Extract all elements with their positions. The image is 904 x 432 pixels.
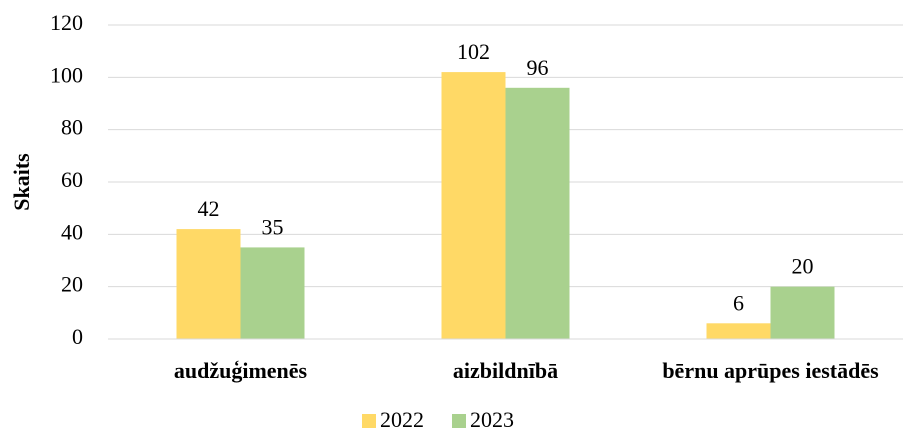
data-label: 6 — [733, 290, 744, 315]
y-tick-label: 20 — [61, 272, 83, 297]
y-tick-label: 40 — [61, 219, 83, 244]
legend-label: 2022 — [380, 407, 424, 432]
data-label: 96 — [527, 55, 549, 80]
bar — [505, 87, 570, 339]
y-tick-label: 120 — [50, 10, 83, 35]
bar — [706, 323, 771, 339]
legend-swatch — [452, 414, 466, 428]
x-tick-label: bērnu aprūpes iestādēs — [662, 358, 879, 383]
x-tick-label: aizbildnībā — [453, 358, 558, 383]
data-label: 20 — [792, 254, 814, 279]
y-tick-label: 0 — [72, 324, 83, 349]
bar — [441, 72, 506, 339]
y-tick-label: 80 — [61, 115, 83, 140]
bar — [770, 286, 835, 339]
y-axis-label: Skaits — [9, 153, 34, 211]
legend-label: 2023 — [470, 407, 514, 432]
data-label: 35 — [262, 214, 284, 239]
bar — [240, 247, 305, 339]
data-label: 102 — [457, 39, 490, 64]
bar — [176, 229, 241, 339]
y-tick-label: 100 — [50, 62, 83, 87]
x-tick-label: audžuģimenēs — [174, 358, 308, 383]
data-label: 42 — [198, 196, 220, 221]
legend-swatch — [362, 414, 376, 428]
y-tick-label: 60 — [61, 167, 83, 192]
